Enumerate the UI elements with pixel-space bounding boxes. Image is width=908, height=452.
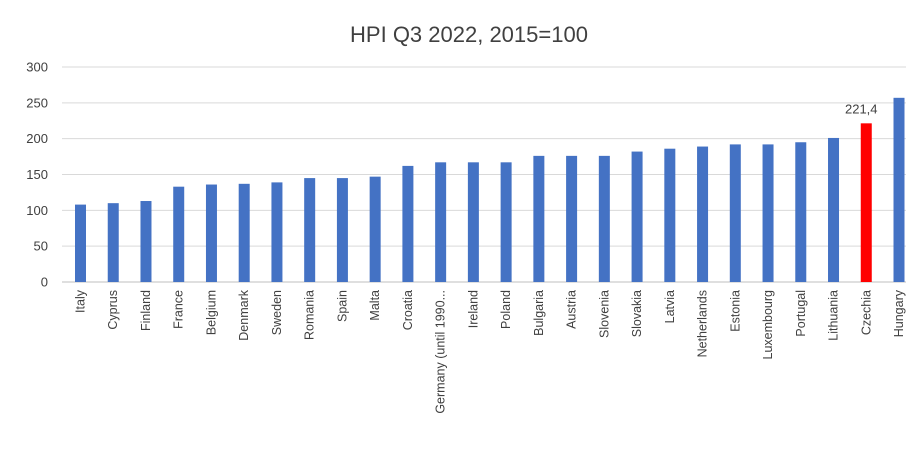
y-tick-label: 50 <box>34 239 48 254</box>
x-tick-label: Slovakia <box>630 290 644 337</box>
bar-estonia <box>729 144 741 282</box>
bar-italy <box>75 204 86 282</box>
bar-romania <box>304 178 316 282</box>
bar-sweden <box>271 182 283 282</box>
y-tick-label: 0 <box>41 275 48 290</box>
x-tick-label: Portugal <box>794 290 808 337</box>
bar-slovakia <box>631 151 643 282</box>
bar-luxembourg <box>762 144 774 282</box>
x-tick-label: Finland <box>139 290 153 331</box>
chart-title: HPI Q3 2022, 2015=100 <box>350 22 588 47</box>
x-tick-label: Latvia <box>663 290 677 323</box>
x-tick-label: Slovenia <box>597 290 611 338</box>
y-tick-label: 100 <box>26 203 48 218</box>
x-tick-label: Bulgaria <box>532 290 546 336</box>
x-tick-label: Luxembourg <box>761 290 775 360</box>
data-label: 221,4 <box>845 101 878 116</box>
bar-france <box>173 186 185 282</box>
bar-portugal <box>795 142 807 282</box>
y-tick-label: 150 <box>26 167 48 182</box>
bar-cyprus <box>107 203 119 282</box>
x-tick-label: Cyprus <box>106 290 120 330</box>
bar-latvia <box>664 148 676 282</box>
bar-finland <box>140 201 152 282</box>
y-tick-label: 300 <box>26 60 48 75</box>
bar-poland <box>500 162 512 282</box>
x-tick-label: Poland <box>499 290 513 329</box>
bar-belgium <box>205 184 217 282</box>
bar-malta <box>369 176 381 282</box>
bar-czechia <box>860 123 872 282</box>
bar-slovenia <box>598 155 610 282</box>
x-tick-label: Lithuania <box>827 290 841 341</box>
x-tick-label: France <box>172 290 186 329</box>
x-tick-label: Romania <box>303 290 317 340</box>
x-tick-label: Ireland <box>466 290 480 328</box>
y-tick-label: 250 <box>26 95 48 110</box>
bar-lithuania <box>828 137 840 282</box>
y-axis-ticks: 0 50 100 150 200 250 300 <box>26 60 48 290</box>
x-tick-label: Belgium <box>204 290 218 335</box>
x-tick-label: Germany (until 1990... <box>434 290 448 414</box>
x-tick-label: Sweden <box>270 290 284 335</box>
bar-netherlands <box>697 146 709 282</box>
bar-bulgaria <box>533 155 545 282</box>
x-tick-label: Czechia <box>859 290 873 335</box>
bars <box>75 97 905 282</box>
bar-denmark <box>238 183 250 282</box>
x-tick-label: Austria <box>565 290 579 329</box>
y-tick-label: 200 <box>26 131 48 146</box>
gridlines <box>62 66 906 283</box>
bar-austria <box>566 155 578 282</box>
bar-hungary <box>893 97 905 282</box>
data-labels: 221,4 <box>845 101 878 116</box>
bar-germany-until-1990 <box>435 162 447 282</box>
x-tick-label: Malta <box>368 290 382 321</box>
x-tick-label: Estonia <box>728 290 742 332</box>
x-tick-label: Denmark <box>237 289 251 340</box>
bar-ireland <box>467 162 479 282</box>
x-axis-labels: Italy Cyprus Finland France Belgium Denmark Sw… <box>74 289 907 413</box>
bar-spain <box>336 178 348 282</box>
x-tick-label: Netherlands <box>696 290 710 357</box>
x-tick-label: Spain <box>335 290 349 322</box>
bar-croatia <box>402 165 414 282</box>
x-tick-label: Italy <box>74 289 88 313</box>
x-tick-label: Croatia <box>401 290 415 330</box>
x-tick-label: Hungary <box>892 289 906 337</box>
